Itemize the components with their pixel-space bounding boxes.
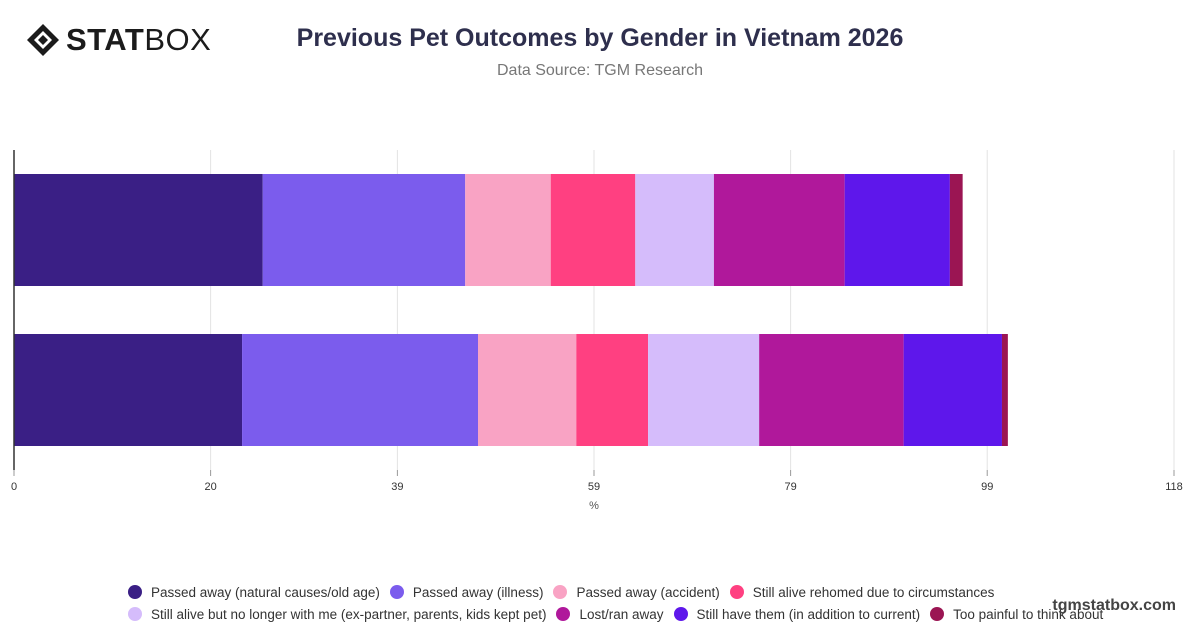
- bar-segment: [14, 334, 243, 446]
- legend-label: Passed away (accident): [576, 584, 720, 600]
- bar-segment: [14, 174, 263, 286]
- legend-label: Still alive but no longer with me (ex-pa…: [151, 606, 547, 622]
- chart-legend: Passed away (natural causes/old age) Pas…: [128, 581, 1113, 625]
- bar-segment: [262, 174, 466, 286]
- legend-label: Still alive rehomed due to circumstances: [752, 584, 995, 600]
- bar-segment: [1001, 334, 1008, 446]
- bar-segment: [576, 334, 649, 446]
- legend-swatch: [128, 607, 142, 621]
- legend-item[interactable]: Still alive but no longer with me (ex-pa…: [128, 607, 546, 622]
- bar-segment: [844, 174, 950, 286]
- legend-label: Too painful to think about: [953, 606, 1104, 622]
- bar-segment: [550, 174, 636, 286]
- legend-label: Lost/ran away: [579, 606, 664, 622]
- bar-segment: [949, 174, 963, 286]
- legend-item[interactable]: Passed away (accident): [553, 584, 720, 600]
- legend-label: Still have them (in addition to current): [696, 606, 921, 622]
- legend-row-2: Still alive but no longer with me (ex-pa…: [128, 603, 1113, 625]
- bar-segment: [478, 334, 577, 446]
- legend-item[interactable]: Lost/ran away: [556, 606, 664, 622]
- bar-segment: [903, 334, 1002, 446]
- legend-label: Passed away (natural causes/old age): [151, 584, 380, 600]
- legend-item[interactable]: Passed away (natural causes/old age): [128, 585, 380, 600]
- bar-segment: [242, 334, 478, 446]
- legend-swatch: [930, 607, 945, 621]
- x-tick-label: 79: [784, 481, 796, 493]
- statbox-diamond-icon: [27, 24, 59, 56]
- legend-swatch: [729, 585, 744, 599]
- legend-item[interactable]: Passed away (illness): [389, 584, 544, 600]
- legend-swatch: [128, 585, 142, 599]
- x-tick-label: 20: [204, 481, 216, 493]
- legend-item[interactable]: Too painful to think about: [930, 607, 1103, 622]
- legend-swatch: [673, 607, 688, 621]
- x-tick-label: 0: [11, 481, 17, 493]
- x-tick-label: 59: [588, 481, 600, 493]
- legend-row-1: Passed away (natural causes/old age) Pas…: [128, 581, 1113, 603]
- legend-item[interactable]: Still alive rehomed due to circumstances: [729, 584, 995, 600]
- legend-label: Passed away (illness): [412, 584, 544, 600]
- chart-subtitle: Data Source: TGM Research: [496, 62, 703, 79]
- legend-swatch: [389, 585, 404, 599]
- x-tick-label: 39: [391, 481, 403, 493]
- x-tick-label: 99: [981, 481, 993, 493]
- logo-text: STATBOX: [66, 22, 211, 58]
- bar-segment: [635, 174, 714, 286]
- x-axis-label: %: [589, 500, 599, 512]
- statbox-logo: STATBOX: [26, 22, 211, 58]
- x-tick-label: 118: [1165, 481, 1183, 493]
- bar-segment: [713, 174, 845, 286]
- legend-swatch: [556, 607, 571, 621]
- logo-text-bold: STAT: [66, 22, 145, 57]
- legend-swatch: [553, 585, 568, 599]
- watermark: tgmstatbox.com: [1052, 597, 1176, 614]
- logo-text-light: BOX: [144, 22, 212, 57]
- bar-segment: [465, 174, 551, 286]
- bar-segment: [759, 334, 904, 446]
- legend-item[interactable]: Still have them (in addition to current): [673, 606, 921, 622]
- chart-title: Previous Pet Outcomes by Gender in Vietn…: [296, 24, 904, 52]
- bar-segment: [648, 334, 760, 446]
